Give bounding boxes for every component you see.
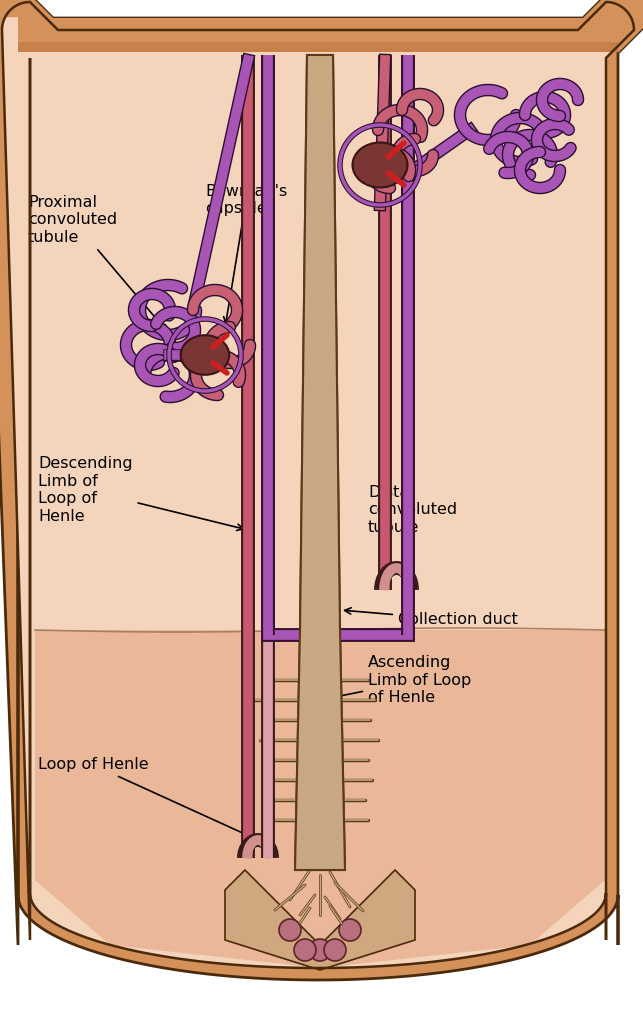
Polygon shape: [35, 630, 605, 968]
Ellipse shape: [352, 142, 408, 187]
Circle shape: [339, 919, 361, 941]
Ellipse shape: [181, 335, 229, 375]
Text: Proximal
convoluted
tubule: Proximal convoluted tubule: [28, 196, 167, 332]
Polygon shape: [295, 55, 345, 870]
Circle shape: [279, 919, 301, 941]
Polygon shape: [225, 870, 415, 970]
Circle shape: [309, 939, 331, 961]
Text: Loop of Henle: Loop of Henle: [38, 758, 254, 839]
Polygon shape: [2, 2, 634, 968]
Circle shape: [294, 939, 316, 961]
Text: Bowman's
capsule: Bowman's capsule: [205, 183, 287, 324]
Polygon shape: [0, 0, 643, 53]
Polygon shape: [295, 55, 345, 870]
Text: Descending
Limb of
Loop of
Henle: Descending Limb of Loop of Henle: [38, 457, 244, 530]
Polygon shape: [0, 0, 643, 980]
Text: Ascending
Limb of Loop
of Henle: Ascending Limb of Loop of Henle: [325, 655, 471, 705]
Text: Collection duct: Collection duct: [345, 608, 518, 628]
Circle shape: [324, 939, 346, 961]
Polygon shape: [18, 42, 618, 52]
Text: Distal
convoluted
tubule: Distal convoluted tubule: [368, 485, 457, 575]
